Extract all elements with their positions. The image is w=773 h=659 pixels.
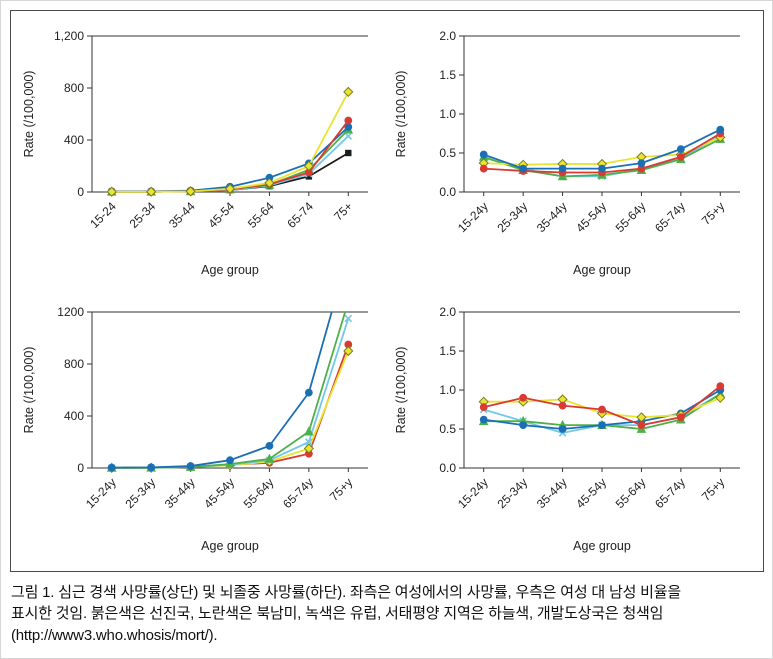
caption-line-1: 그림 1. 심근 경색 사망률(상단) 및 뇌졸중 사망률(하단). 좌측은 여… xyxy=(11,584,681,601)
caption-line-3: (http://www3.who.whosis/mort/). xyxy=(11,626,218,644)
charts-grid: 0 400 800 1,200 15-24 25-34 35-44 45-54 55-64 65-… xyxy=(15,17,759,569)
svg-text:0.5: 0.5 xyxy=(439,422,456,436)
svg-text:800: 800 xyxy=(64,81,84,95)
svg-text:35-44y: 35-44y xyxy=(534,475,570,511)
svg-text:1.0: 1.0 xyxy=(439,107,456,121)
svg-text:1,200: 1,200 xyxy=(54,29,84,43)
svg-text:25-34: 25-34 xyxy=(127,199,159,231)
svg-text:35-44y: 35-44y xyxy=(162,475,198,511)
svg-text:65-74y: 65-74y xyxy=(652,199,688,235)
svg-text:65-74y: 65-74y xyxy=(280,475,316,511)
svg-text:1200: 1200 xyxy=(57,305,84,319)
chart-cell-top-left: 0 400 800 1,200 15-24 25-34 35-44 45-54 55-64 65-… xyxy=(15,17,387,293)
svg-text:Age group: Age group xyxy=(201,539,259,553)
svg-text:75+y: 75+y xyxy=(699,475,728,504)
svg-text:25-34y: 25-34y xyxy=(494,475,530,511)
svg-text:15-24: 15-24 xyxy=(87,199,119,231)
svg-text:Age group: Age group xyxy=(573,539,631,553)
svg-text:0: 0 xyxy=(77,461,84,475)
svg-text:2.0: 2.0 xyxy=(439,29,456,43)
svg-text:35-44y: 35-44y xyxy=(534,199,570,235)
svg-text:0.0: 0.0 xyxy=(439,185,456,199)
figure-border-box: 0 400 800 1,200 15-24 25-34 35-44 45-54 55-64 65-… xyxy=(10,10,764,572)
svg-text:Age group: Age group xyxy=(201,263,259,277)
svg-text:Rate (/100,000): Rate (/100,000) xyxy=(394,71,408,158)
chart-stroke-mortality-women: 0 400 800 1200 15-24y 25-34y 35-44y 45-54y 55-64… xyxy=(22,305,368,553)
svg-text:400: 400 xyxy=(64,409,84,423)
svg-text:65-74y: 65-74y xyxy=(652,475,688,511)
chart-cell-bottom-left: 0 400 800 1200 15-24y 25-34y 35-44y 45-54y 55-64… xyxy=(15,293,387,569)
svg-text:55-64y: 55-64y xyxy=(613,199,649,235)
svg-text:800: 800 xyxy=(64,357,84,371)
svg-text:45-54y: 45-54y xyxy=(573,475,609,511)
svg-text:Age group: Age group xyxy=(573,263,631,277)
svg-text:15-24y: 15-24y xyxy=(455,199,491,235)
svg-text:0: 0 xyxy=(77,185,84,199)
chart-cell-bottom-right: 0.0 0.5 1.0 1.5 2.0 15-24y 25-34y 35-44y 45-54y 5… xyxy=(387,293,759,569)
svg-text:55-64y: 55-64y xyxy=(613,475,649,511)
svg-text:35-44: 35-44 xyxy=(166,199,198,231)
svg-text:25-34y: 25-34y xyxy=(494,199,530,235)
svg-text:400: 400 xyxy=(64,133,84,147)
svg-text:0.5: 0.5 xyxy=(439,146,456,160)
svg-text:Rate (/100,000): Rate (/100,000) xyxy=(394,347,408,434)
svg-text:65-74: 65-74 xyxy=(284,199,316,231)
chart-stroke-female-male-ratio: 0.0 0.5 1.0 1.5 2.0 15-24y 25-34y 35-44y 45-54y 5… xyxy=(394,305,740,553)
svg-text:45-54y: 45-54y xyxy=(573,199,609,235)
svg-text:Rate (/100,000): Rate (/100,000) xyxy=(22,347,36,434)
svg-text:15-24y: 15-24y xyxy=(83,475,119,511)
svg-text:1.5: 1.5 xyxy=(439,344,456,358)
svg-text:45-54y: 45-54y xyxy=(201,475,237,511)
svg-text:75+y: 75+y xyxy=(699,199,728,228)
svg-text:75+: 75+ xyxy=(331,199,355,223)
svg-text:0.0: 0.0 xyxy=(439,461,456,475)
svg-text:15-24y: 15-24y xyxy=(455,475,491,511)
svg-text:45-54: 45-54 xyxy=(206,199,238,231)
svg-text:25-34y: 25-34y xyxy=(122,475,158,511)
svg-text:55-64y: 55-64y xyxy=(241,475,277,511)
figure-caption: 그림 1. 심근 경색 사망률(상단) 및 뇌졸중 사망률(하단). 좌측은 여… xyxy=(11,582,763,646)
svg-text:75+y: 75+y xyxy=(327,475,356,504)
svg-text:Rate (/100,000): Rate (/100,000) xyxy=(22,71,36,158)
svg-text:1.5: 1.5 xyxy=(439,68,456,82)
chart-mi-mortality-women: 0 400 800 1,200 15-24 25-34 35-44 45-54 55-64 65-… xyxy=(22,29,368,277)
svg-text:2.0: 2.0 xyxy=(439,305,456,319)
svg-text:1.0: 1.0 xyxy=(439,383,456,397)
chart-cell-top-right: 0.0 0.5 1.0 1.5 2.0 15-24y 25-34y 35-44y 45-54y 5… xyxy=(387,17,759,293)
svg-text:55-64: 55-64 xyxy=(245,199,277,231)
chart-mi-female-male-ratio: 0.0 0.5 1.0 1.5 2.0 15-24y 25-34y 35-44y 45-54y 5… xyxy=(394,29,740,277)
caption-line-2: 표시한 것임. 붉은색은 선진국, 노란색은 북남미, 녹색은 유럽, 서태평양… xyxy=(11,605,664,623)
